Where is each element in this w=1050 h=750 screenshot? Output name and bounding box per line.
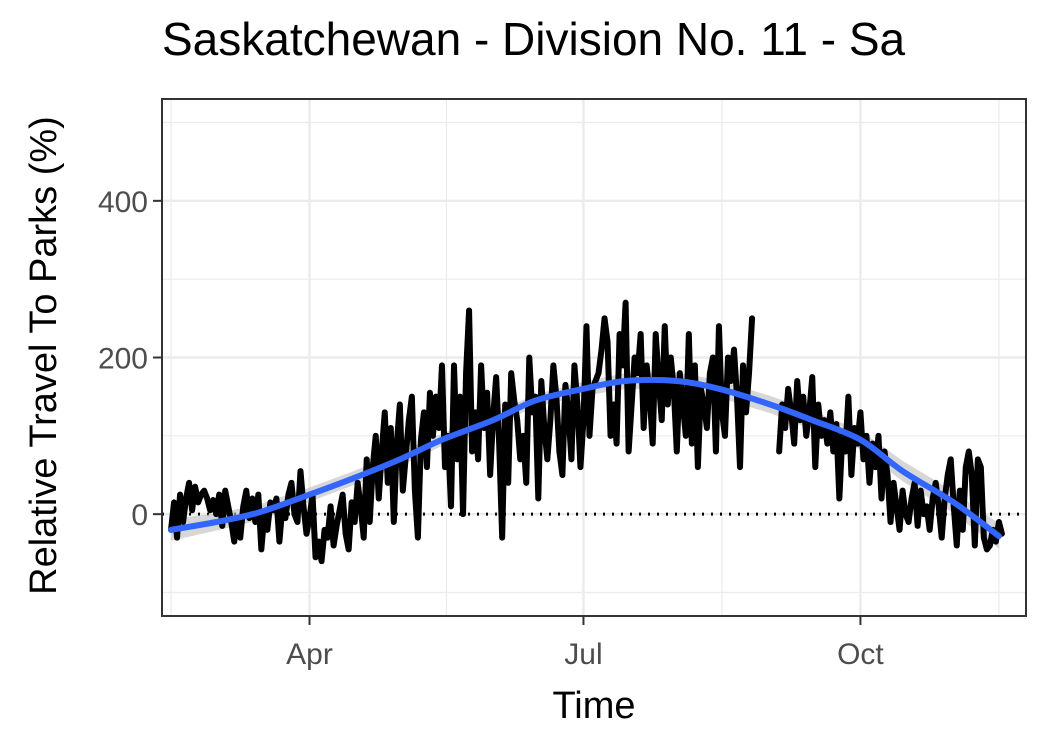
y-tick-label: 400 — [98, 186, 148, 219]
x-tick-label: Apr — [286, 638, 333, 671]
smooth-layer — [168, 377, 1002, 540]
x-tick-label: Jul — [564, 638, 602, 671]
x-tick-label: Oct — [837, 638, 884, 671]
smooth-trend-line — [168, 377, 1002, 540]
series-line-segment-1 — [168, 299, 756, 565]
axis-layer: 0 200 400 Apr Jul Oct — [98, 186, 884, 671]
chart-title: Saskatchewan - Division No. 11 - Sa — [162, 13, 906, 65]
y-tick-label: 200 — [98, 343, 148, 376]
y-axis-title: Relative Travel To Parks (%) — [23, 116, 65, 595]
x-axis-title: Time — [552, 685, 635, 727]
series-layer — [168, 299, 1005, 565]
series-line-segment-2 — [776, 374, 1005, 553]
grid-layer — [162, 99, 1026, 616]
y-tick-label: 0 — [131, 499, 148, 532]
